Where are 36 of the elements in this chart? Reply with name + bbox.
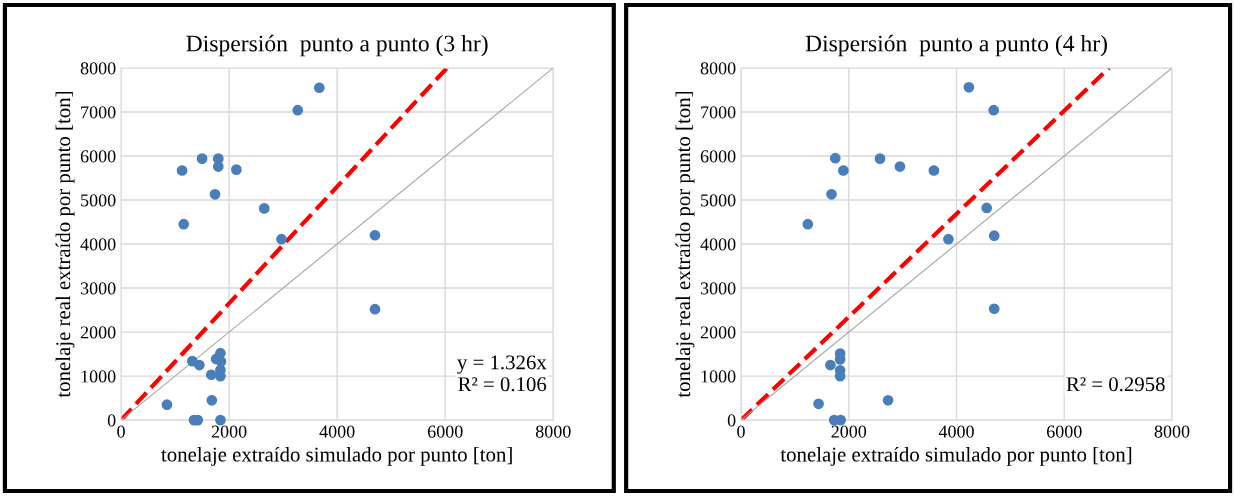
y-tick-label: 3000 xyxy=(700,282,736,295)
annotation: R² = 0.2958 xyxy=(1066,377,1165,392)
y-tick-label: 0 xyxy=(727,414,736,427)
y-tick-label: 2000 xyxy=(80,326,116,339)
chart-title: Dispersión punto a punto (4 hr) xyxy=(805,34,1107,57)
y-tick-label: 7000 xyxy=(701,106,736,119)
y-tick-label: 1000 xyxy=(81,370,116,383)
x-tick-label: 2000 xyxy=(831,425,867,438)
y-tick-label: 5000 xyxy=(701,194,736,207)
annotation: y = 1.326x R² = 0.106 xyxy=(457,355,547,392)
y-tick-label: 1000 xyxy=(701,370,736,383)
x-axis-title: tonelaje extraído simulado por punto [ton] xyxy=(161,446,512,466)
y-tick-label: 8000 xyxy=(700,62,736,75)
x-tick-label: 4000 xyxy=(319,425,355,438)
y-axis-title: tonelaje real extraído por punto [ton] xyxy=(55,91,75,398)
y-tick-label: 0 xyxy=(107,414,116,427)
x-axis-title: tonelaje extraído simulado por punto [ton] xyxy=(780,446,1132,466)
y-tick-label: 7000 xyxy=(81,106,116,119)
y-tick-label: 6000 xyxy=(700,150,736,163)
y-tick-label: 8000 xyxy=(80,62,116,75)
y-tick-label: 5000 xyxy=(81,194,116,207)
x-tick-label: 0 xyxy=(737,425,745,438)
x-tick-label: 8000 xyxy=(535,425,571,438)
y-tick-label: 3000 xyxy=(80,282,116,295)
x-tick-label: 4000 xyxy=(938,425,974,438)
x-tick-label: 6000 xyxy=(1046,425,1082,438)
chart-title: Dispersión punto a punto (3 hr) xyxy=(186,34,488,57)
x-tick-label: 8000 xyxy=(1154,425,1190,438)
x-tick-label: 0 xyxy=(117,425,125,438)
y-tick-label: 4000 xyxy=(700,238,736,251)
y-tick-label: 2000 xyxy=(700,326,736,339)
y-axis-title: tonelaje real extraído por punto [ton] xyxy=(675,91,695,398)
y-tick-label: 6000 xyxy=(80,150,116,163)
y-tick-label: 4000 xyxy=(80,238,116,251)
x-tick-label: 6000 xyxy=(427,425,463,438)
x-tick-label: 2000 xyxy=(211,425,247,438)
